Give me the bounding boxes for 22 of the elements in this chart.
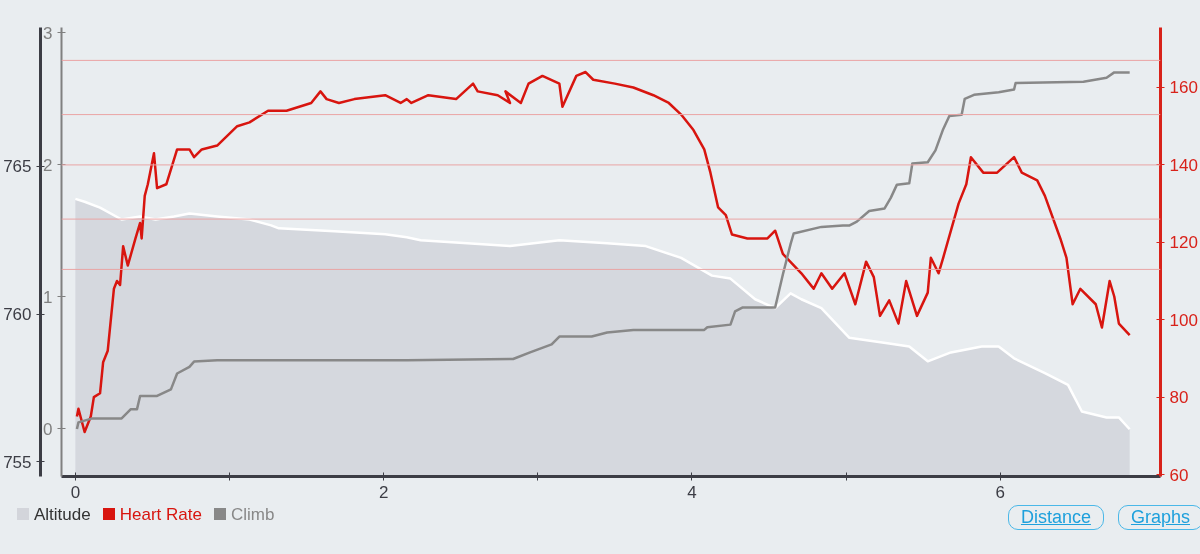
y-tick-label: 760 <box>3 305 32 325</box>
y2-tick-label: 160 <box>1169 78 1198 98</box>
y2-tick-label: 140 <box>1169 155 1198 175</box>
legend-label: Heart Rate <box>119 505 202 524</box>
y-tick-label: 765 <box>3 157 32 177</box>
y3-tick-label: 1 <box>43 287 53 307</box>
y3-tick-label: 2 <box>43 155 53 175</box>
x-tick-label: 4 <box>687 482 697 502</box>
legend-label: Climb <box>230 505 275 524</box>
x-tick-label: 2 <box>378 482 389 502</box>
y2-tick-label: 120 <box>1169 233 1198 253</box>
x-tick-label: 0 <box>70 482 81 502</box>
x-tick-label: 6 <box>995 482 1005 502</box>
y2-tick-label: 100 <box>1169 310 1198 330</box>
legend-label: Altitude <box>34 505 91 524</box>
text: Graphs <box>1117 505 1200 530</box>
y2-tick-label: 60 <box>1169 465 1189 485</box>
text: Distance <box>1007 505 1104 530</box>
y3-tick-label: 3 <box>43 23 53 43</box>
y3-tick-label: 0 <box>43 419 53 439</box>
y2-tick-label: 80 <box>1169 388 1189 408</box>
y-tick-label: 755 <box>3 452 32 472</box>
